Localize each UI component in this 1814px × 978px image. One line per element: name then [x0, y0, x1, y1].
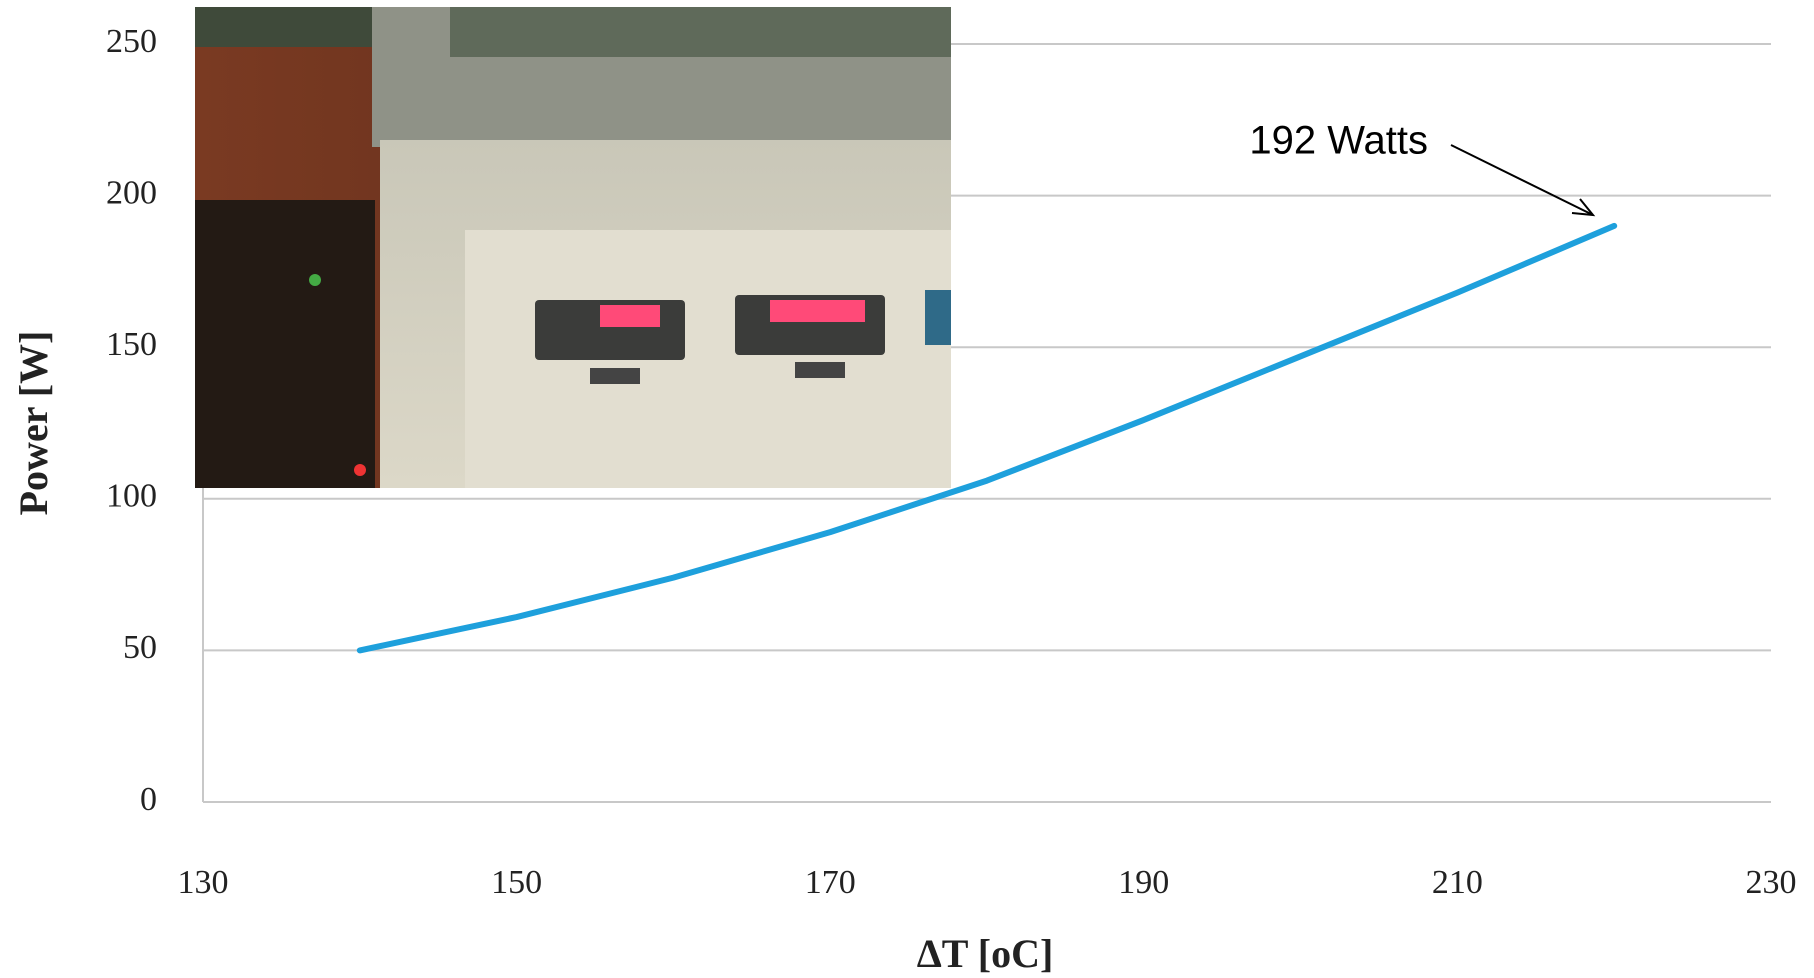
- x-axis-title: ΔT [oC]: [917, 931, 1054, 976]
- x-tick-label: 150: [491, 864, 542, 901]
- y-tick-label: 0: [140, 781, 157, 818]
- y-tick-label: 100: [106, 478, 157, 515]
- annotation: 192 Watts: [1249, 119, 1428, 163]
- y-tick-label: 150: [106, 326, 157, 363]
- annotation-arrow: [1450, 144, 1596, 217]
- y-axis-title: Power [W]: [11, 331, 56, 516]
- y-tick-label: 200: [106, 174, 157, 211]
- y-tick-label: 50: [123, 629, 157, 666]
- x-tick-label: 130: [178, 864, 229, 901]
- y-tick-label: 250: [106, 23, 157, 60]
- x-tick-label: 170: [805, 864, 856, 901]
- x-tick-label: 190: [1118, 864, 1169, 901]
- mark-layer: [356, 222, 1618, 654]
- x-tick-label: 210: [1432, 864, 1483, 901]
- data-line: [356, 222, 1618, 654]
- x-tick-label: 230: [1746, 864, 1797, 901]
- photo-inset: [195, 7, 951, 488]
